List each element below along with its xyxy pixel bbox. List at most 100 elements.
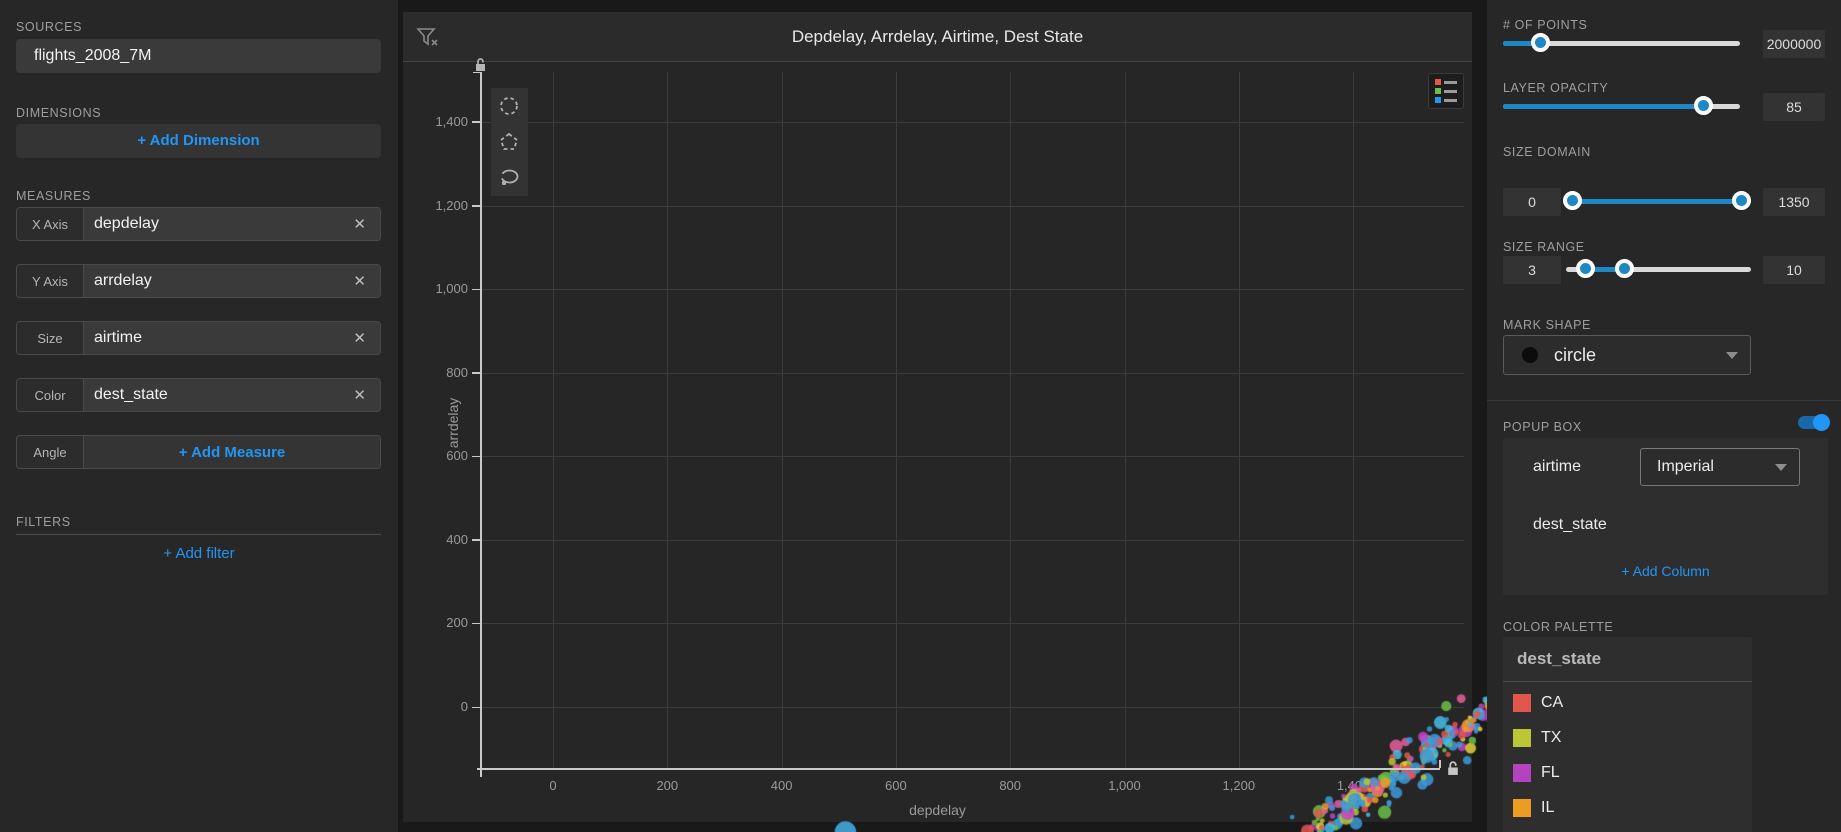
mark-shape-value: circle: [1554, 344, 1597, 365]
legend-toggle-button[interactable]: [1428, 73, 1464, 109]
size-domain-hi-handle[interactable]: [1731, 191, 1751, 210]
render-settings-sidebar: # OF POINTS 2000000 LAYER OPACITY 85 SIZ…: [1487, 0, 1841, 832]
add-column-button[interactable]: + Add Column: [1621, 563, 1710, 579]
selection-toolbar: [491, 88, 528, 196]
palette-entry-label: CA: [1541, 694, 1564, 711]
size-domain-max-value[interactable]: 1350: [1763, 188, 1825, 216]
mark-shape-dropdown[interactable]: circle: [1503, 335, 1751, 375]
add-measure-button[interactable]: + Add Measure: [84, 436, 380, 468]
measure-field-name: depdelay: [94, 215, 159, 232]
measure-row-angle: Angle + Add Measure: [16, 435, 381, 469]
remove-measure-icon[interactable]: ✕: [353, 273, 366, 290]
num-points-value[interactable]: 2000000: [1763, 30, 1825, 58]
layer-opacity-slider-handle[interactable]: [1694, 96, 1714, 115]
size-domain-slider[interactable]: [1566, 199, 1751, 204]
measure-row-size: Size airtime ✕: [16, 321, 381, 355]
y-tick-mark: [472, 706, 480, 708]
remove-measure-icon[interactable]: ✕: [353, 387, 366, 404]
size-range-max-value[interactable]: 10: [1763, 256, 1825, 284]
size-range-min-value[interactable]: 3: [1503, 256, 1561, 284]
chevron-down-icon: [1726, 351, 1738, 359]
num-points-slider[interactable]: [1503, 41, 1740, 46]
palette-entry-FL[interactable]: FL: [1513, 763, 1560, 783]
chevron-down-icon: [1775, 463, 1787, 471]
x-axis-line: [477, 768, 1440, 770]
toggle-knob: [1813, 414, 1830, 431]
measures-label: MEASURES: [16, 189, 91, 203]
color-swatch[interactable]: [1513, 729, 1531, 747]
y-tick-mark: [472, 539, 480, 541]
palette-entry-label: TX: [1541, 729, 1562, 746]
size-range-slider[interactable]: [1566, 267, 1751, 272]
color-palette-label: COLOR PALETTE: [1503, 620, 1614, 634]
source-selector[interactable]: flights_2008_7M: [16, 39, 381, 73]
measure-slot-label: Angle: [17, 436, 84, 468]
measure-field-name: airtime: [94, 329, 143, 346]
layer-opacity-value[interactable]: 85: [1763, 93, 1825, 121]
add-dimension-button[interactable]: + Add Dimension: [16, 124, 381, 158]
section-divider: [1487, 400, 1841, 401]
color-swatch[interactable]: [1513, 694, 1531, 712]
sources-label: SOURCES: [16, 20, 83, 34]
measure-field-name: arrdelay: [94, 272, 152, 289]
palette-entry-IL[interactable]: IL: [1513, 798, 1554, 818]
filter-clear-icon[interactable]: [415, 25, 439, 49]
measure-row-x-axis: X Axis depdelay ✕: [16, 207, 381, 241]
measure-field-name: dest_state: [94, 386, 168, 403]
palette-field-name: dest_state: [1517, 649, 1602, 668]
y-tick-label: 400: [446, 531, 468, 547]
popup-box-toggle[interactable]: [1798, 414, 1830, 431]
dimensions-label: DIMENSIONS: [16, 106, 102, 120]
polygon-select-tool[interactable]: [491, 124, 527, 160]
palette-entry-CA[interactable]: CA: [1513, 693, 1563, 713]
circle-shape-icon: [1522, 347, 1538, 363]
y-tick-label: 1,200: [435, 197, 468, 213]
color-swatch[interactable]: [1513, 799, 1531, 817]
measure-field-arrdelay[interactable]: arrdelay ✕: [84, 265, 380, 297]
palette-divider: [1503, 681, 1752, 682]
y-tick-mark: [472, 205, 480, 207]
y-tick-mark: [472, 121, 480, 123]
color-palette-panel[interactable]: dest_state CA TX FL IL: [1503, 637, 1752, 832]
measure-slot-label: X Axis: [17, 208, 84, 240]
lasso-select-tool[interactable]: [491, 160, 527, 196]
popup-box-panel: + Add Column airtime Imperial dest_state: [1503, 438, 1828, 595]
add-filter-button[interactable]: + Add filter: [163, 545, 235, 562]
unit-value: Imperial: [1657, 458, 1714, 475]
remove-measure-icon[interactable]: ✕: [353, 330, 366, 347]
chart-title: Depdelay, Arrdelay, Airtime, Dest State: [791, 27, 1084, 46]
unit-dropdown[interactable]: Imperial: [1640, 448, 1800, 486]
circle-select-tool[interactable]: [491, 88, 527, 124]
filters-divider: [16, 534, 381, 535]
measure-field-dest_state[interactable]: dest_state ✕: [84, 379, 380, 411]
y-axis-title: arrdelay: [445, 397, 461, 449]
y-tick-mark: [472, 288, 480, 291]
popup-box-label: POPUP BOX: [1503, 420, 1582, 434]
y-tick-mark: [472, 622, 480, 625]
remove-measure-icon[interactable]: ✕: [353, 216, 366, 233]
x-axis-lock-icon[interactable]: [1445, 760, 1461, 776]
palette-entry-TX[interactable]: TX: [1513, 728, 1561, 748]
color-swatch[interactable]: [1513, 764, 1531, 782]
y-tick-label: 800: [446, 364, 468, 380]
y-axis-line: [480, 72, 482, 768]
y-axis-lock-icon[interactable]: [473, 57, 488, 72]
measure-slot-label: Y Axis: [17, 265, 84, 297]
layer-opacity-slider[interactable]: [1503, 104, 1740, 109]
y-tick-label: 200: [446, 615, 468, 631]
measure-field-depdelay[interactable]: depdelay ✕: [84, 208, 380, 240]
size-domain-label: SIZE DOMAIN: [1503, 145, 1591, 159]
filters-label: FILTERS: [16, 515, 71, 529]
size-domain-min-value[interactable]: 0: [1503, 188, 1561, 216]
measure-field-airtime[interactable]: airtime ✕: [84, 322, 380, 354]
measure-row-color: Color dest_state ✕: [16, 378, 381, 412]
y-tick-label: 1,000: [435, 281, 468, 297]
size-domain-lo-handle[interactable]: [1563, 191, 1583, 210]
popup-column-dest_state: dest_state: [1533, 516, 1607, 533]
palette-entry-label: IL: [1541, 799, 1555, 816]
size-range-hi-handle[interactable]: [1615, 259, 1635, 278]
num-points-slider-handle[interactable]: [1530, 33, 1550, 52]
y-axis-end-tick: [473, 71, 480, 73]
size-range-lo-handle[interactable]: [1576, 259, 1596, 278]
